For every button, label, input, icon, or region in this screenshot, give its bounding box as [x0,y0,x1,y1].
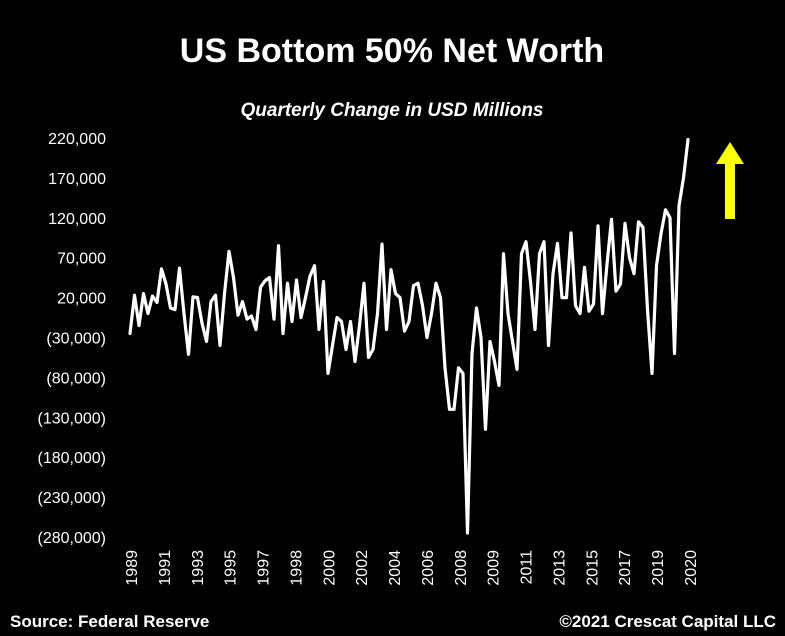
x-tick-label: 2017 [617,550,634,586]
y-tick-label: (80,000) [46,370,106,387]
chart-title: US Bottom 50% Net Worth [180,32,604,70]
arrow-shaft [725,163,735,219]
y-tick-label: (130,000) [38,410,107,427]
x-tick-label: 2009 [486,550,503,586]
source-label: Source: Federal Reserve [10,612,209,631]
x-tick-label: 1989 [124,550,141,586]
y-tick-label: 120,000 [48,211,106,228]
x-tick-label: 1991 [157,550,174,586]
x-tick-label: 2006 [420,550,437,586]
x-tick-label: 2002 [354,550,371,586]
x-tick-label: 2020 [683,550,700,586]
x-tick-label: 2008 [453,550,470,586]
y-tick-label: (230,000) [38,490,107,507]
x-tick-label: 2013 [551,550,568,586]
copyright-label: ©2021 Crescat Capital LLC [559,612,776,631]
x-tick-label: 1995 [223,550,240,586]
series-line [128,138,690,535]
x-tick-label: 1993 [190,550,207,586]
y-tick-label: 70,000 [57,251,106,268]
x-tick-label: 2004 [387,550,404,586]
chart-subtitle: Quarterly Change in USD Millions [241,100,544,121]
x-tick-label: 2019 [650,550,667,586]
y-tick-label: 170,000 [48,171,106,188]
y-tick-label: (180,000) [38,450,107,467]
y-tick-label: (30,000) [46,331,106,348]
y-tick-label: 20,000 [57,291,106,308]
x-tick-label: 2000 [321,550,338,586]
x-axis-labels: 1989 1991 1993 1995 1997 1998 2000 2002 2004 2006… [124,550,700,586]
x-tick-label: 2015 [584,550,601,586]
y-tick-label: (280,000) [38,530,107,547]
x-tick-label: 2011 [519,550,536,585]
arrow-head [716,142,744,164]
y-axis-labels: 220,000 170,000 120,000 70,000 20,000 (30,000… [38,131,107,547]
up-arrow-icon [716,142,744,219]
x-tick-label: 1997 [256,550,273,586]
y-tick-label: 220,000 [48,131,106,148]
x-tick-label: 1998 [288,550,305,586]
